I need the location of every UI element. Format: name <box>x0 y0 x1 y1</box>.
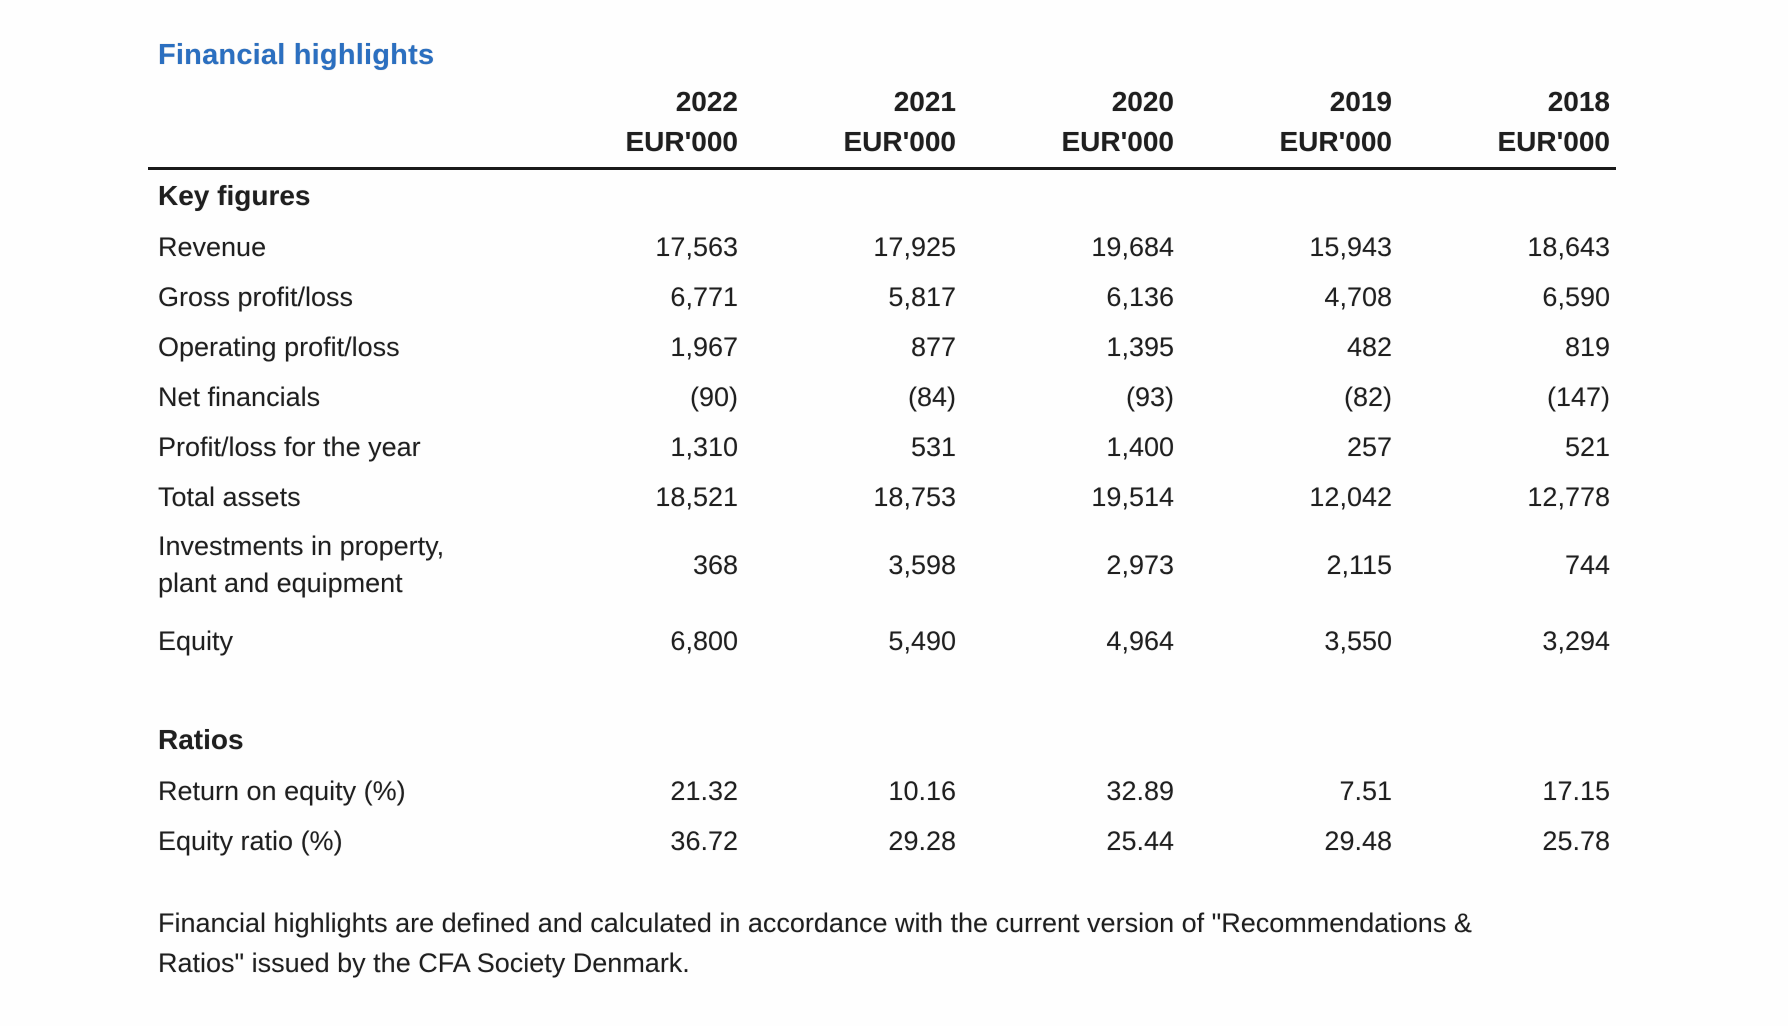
cell-value: 18,643 <box>1527 231 1610 262</box>
cell-value: 17,925 <box>873 231 956 262</box>
row-label: Net financials <box>158 381 321 412</box>
section-heading: Key figures <box>158 180 311 211</box>
table-row-total-assets: Total assets 18,521 18,753 19,514 12,042… <box>158 472 1610 522</box>
row-label: Equity <box>158 625 234 656</box>
cell-value: 29.48 <box>1324 825 1392 856</box>
cell-value: 25.78 <box>1542 825 1610 856</box>
table-row-operating-profit: Operating profit/loss 1,967 877 1,395 48… <box>158 322 1610 372</box>
cell-value: 6,136 <box>1106 281 1174 312</box>
cell-value: 521 <box>1564 431 1610 462</box>
table-row-gross-profit: Gross profit/loss 6,771 5,817 6,136 4,70… <box>158 272 1610 322</box>
row-label: Operating profit/loss <box>158 331 400 362</box>
cell-value: 1,400 <box>1106 431 1174 462</box>
table-row-investments: Investments in property, plant and equipm… <box>158 522 1610 608</box>
page-title: Financial highlights <box>158 39 435 71</box>
row-label: Investments in property, plant and equipm… <box>158 528 520 602</box>
cell-value: 19,514 <box>1091 481 1174 512</box>
cell-value: (93) <box>1125 381 1174 412</box>
cell-value: 877 <box>910 331 956 362</box>
cell-value: 18,753 <box>873 481 956 512</box>
unit-header-2022: EUR'000 <box>625 126 739 157</box>
cell-value: (90) <box>689 381 738 412</box>
section-heading-row: Ratios <box>158 714 1610 766</box>
row-label: Equity ratio (%) <box>158 825 343 856</box>
unit-header-2019: EUR'000 <box>1279 126 1393 157</box>
cell-value: 10.16 <box>888 775 956 806</box>
cell-value: 531 <box>910 431 956 462</box>
cell-value: 15,943 <box>1309 231 1392 262</box>
cell-value: 1,395 <box>1106 331 1174 362</box>
cell-value: 2,115 <box>1326 549 1392 580</box>
footnote: Financial highlights are defined and cal… <box>158 903 1598 983</box>
cell-value: 744 <box>1564 549 1610 580</box>
cell-value: 32.89 <box>1106 775 1174 806</box>
table-header-units-row: EUR'000 EUR'000 EUR'000 EUR'000 EUR'000 <box>158 120 1611 158</box>
cell-value: 12,778 <box>1527 481 1610 512</box>
cell-value: (147) <box>1546 381 1610 412</box>
cell-value: 29.28 <box>888 825 956 856</box>
year-header-2020: 2020 <box>1111 86 1174 117</box>
row-label-line1: Investments in property, <box>158 531 445 561</box>
cell-value: 18,521 <box>655 481 738 512</box>
unit-header-2020: EUR'000 <box>1061 126 1175 157</box>
cell-value: 7.51 <box>1339 775 1392 806</box>
cell-value: 3,294 <box>1542 625 1610 656</box>
cell-value: 4,708 <box>1324 281 1392 312</box>
cell-value: 6,800 <box>670 625 738 656</box>
cell-value: 1,967 <box>670 331 738 362</box>
cell-value: 1,310 <box>670 431 738 462</box>
table-row-equity: Equity 6,800 5,490 4,964 3,550 3,294 <box>158 616 1610 666</box>
table-row-equity-ratio: Equity ratio (%) 36.72 29.28 25.44 29.48… <box>158 816 1610 866</box>
table-row-revenue: Revenue 17,563 17,925 19,684 15,943 18,6… <box>158 222 1610 272</box>
row-label: Gross profit/loss <box>158 281 354 312</box>
cell-value: 257 <box>1346 431 1392 462</box>
cell-value: 819 <box>1564 331 1610 362</box>
row-label: Revenue <box>158 231 267 262</box>
row-label: Profit/loss for the year <box>158 431 421 462</box>
table-row-net-financials: Net financials (90) (84) (93) (82) (147) <box>158 372 1610 422</box>
cell-value: 368 <box>692 549 738 580</box>
cell-value: 2,973 <box>1106 549 1174 580</box>
footnote-line-2: Ratios" issued by the CFA Society Denmar… <box>158 948 690 978</box>
row-label: Total assets <box>158 481 301 512</box>
cell-value: 3,550 <box>1324 625 1392 656</box>
cell-value: 25.44 <box>1106 825 1174 856</box>
table-row-profit-for-year: Profit/loss for the year 1,310 531 1,400… <box>158 422 1610 472</box>
cell-value: 482 <box>1346 331 1392 362</box>
cell-value: 5,817 <box>888 281 956 312</box>
cell-value: 12,042 <box>1309 481 1392 512</box>
cell-value: (84) <box>907 381 956 412</box>
row-label: Return on equity (%) <box>158 775 406 806</box>
row-label-line2: plant and equipment <box>158 568 403 598</box>
cell-value: 17,563 <box>655 231 738 262</box>
section-heading-row: Key figures <box>158 170 1610 222</box>
section-heading: Ratios <box>158 724 244 755</box>
header-rule <box>148 167 1616 170</box>
unit-header-2018: EUR'000 <box>1497 126 1611 157</box>
year-header-2022: 2022 <box>675 86 738 117</box>
cell-value: 3,598 <box>888 549 956 580</box>
year-header-2021: 2021 <box>893 86 956 117</box>
cell-value: 4,964 <box>1106 625 1174 656</box>
year-header-2019: 2019 <box>1329 86 1392 117</box>
unit-header-2021: EUR'000 <box>843 126 957 157</box>
table-row-return-on-equity: Return on equity (%) 21.32 10.16 32.89 7… <box>158 766 1610 816</box>
cell-value: 36.72 <box>670 825 738 856</box>
cell-value: 21.32 <box>670 775 738 806</box>
cell-value: 6,590 <box>1542 281 1610 312</box>
table-header-years-row: 2022 2021 2020 2019 2018 <box>158 68 1610 120</box>
cell-value: 6,771 <box>670 281 738 312</box>
cell-value: 5,490 <box>888 625 956 656</box>
cell-value: 17.15 <box>1542 775 1610 806</box>
financial-highlights-table: 2022 2021 2020 2019 2018 EUR'000 EUR'000… <box>148 68 1616 866</box>
cell-value: 19,684 <box>1091 231 1174 262</box>
cell-value: (82) <box>1343 381 1392 412</box>
year-header-2018: 2018 <box>1547 86 1610 117</box>
footnote-line-1: Financial highlights are defined and cal… <box>158 908 1472 938</box>
